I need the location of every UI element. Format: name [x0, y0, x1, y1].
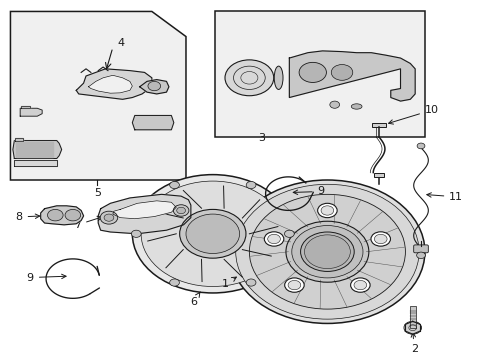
Polygon shape [13, 140, 61, 158]
Circle shape [329, 101, 339, 108]
Circle shape [148, 81, 160, 91]
Circle shape [169, 181, 179, 189]
Text: 9: 9 [293, 186, 324, 197]
Text: 3: 3 [258, 133, 264, 143]
Circle shape [229, 180, 424, 323]
Circle shape [299, 62, 326, 82]
Circle shape [321, 206, 333, 215]
Circle shape [264, 232, 283, 246]
Circle shape [141, 181, 284, 287]
Ellipse shape [274, 66, 283, 89]
Circle shape [245, 181, 255, 189]
Circle shape [287, 280, 300, 290]
Polygon shape [15, 138, 22, 140]
Circle shape [47, 210, 63, 221]
Circle shape [304, 235, 349, 269]
Circle shape [185, 214, 239, 253]
Circle shape [65, 210, 81, 221]
Circle shape [370, 232, 390, 246]
Text: 4: 4 [118, 38, 124, 48]
Ellipse shape [350, 104, 361, 109]
Text: 5: 5 [94, 188, 101, 198]
Polygon shape [76, 69, 152, 99]
Polygon shape [16, 141, 53, 157]
Polygon shape [132, 116, 173, 130]
Text: 2: 2 [410, 333, 417, 354]
FancyBboxPatch shape [409, 306, 415, 328]
Polygon shape [21, 106, 30, 108]
Circle shape [416, 252, 425, 258]
Polygon shape [14, 160, 57, 166]
FancyBboxPatch shape [413, 245, 427, 253]
Circle shape [284, 230, 294, 237]
Circle shape [317, 203, 336, 218]
Polygon shape [98, 194, 190, 234]
Circle shape [224, 60, 273, 96]
Polygon shape [20, 108, 42, 116]
FancyBboxPatch shape [373, 173, 383, 177]
Text: 11: 11 [426, 192, 462, 202]
Circle shape [350, 278, 369, 292]
Text: 1: 1 [222, 277, 236, 289]
Text: 7: 7 [74, 216, 102, 230]
Circle shape [104, 214, 114, 221]
Circle shape [403, 321, 421, 334]
Circle shape [300, 232, 353, 271]
Polygon shape [289, 51, 414, 101]
Circle shape [267, 234, 280, 244]
Circle shape [416, 143, 424, 149]
Text: 10: 10 [388, 105, 438, 124]
Circle shape [249, 194, 405, 309]
Circle shape [235, 184, 418, 319]
Text: 9: 9 [27, 273, 66, 283]
Polygon shape [113, 201, 176, 219]
Polygon shape [41, 206, 83, 225]
Circle shape [353, 280, 366, 290]
Circle shape [173, 205, 188, 216]
FancyBboxPatch shape [215, 12, 424, 137]
Circle shape [132, 175, 293, 293]
Polygon shape [140, 80, 168, 94]
Circle shape [330, 64, 352, 80]
Circle shape [176, 207, 185, 214]
Text: 6: 6 [189, 292, 200, 307]
Circle shape [284, 278, 304, 292]
Circle shape [374, 234, 386, 244]
Circle shape [245, 279, 255, 286]
Polygon shape [10, 12, 185, 180]
Polygon shape [88, 75, 132, 93]
FancyBboxPatch shape [371, 123, 385, 127]
Circle shape [179, 210, 245, 258]
Circle shape [131, 230, 141, 237]
Circle shape [100, 211, 118, 224]
Circle shape [285, 221, 368, 282]
Circle shape [291, 226, 362, 278]
Circle shape [169, 279, 179, 286]
Text: 8: 8 [16, 212, 40, 222]
